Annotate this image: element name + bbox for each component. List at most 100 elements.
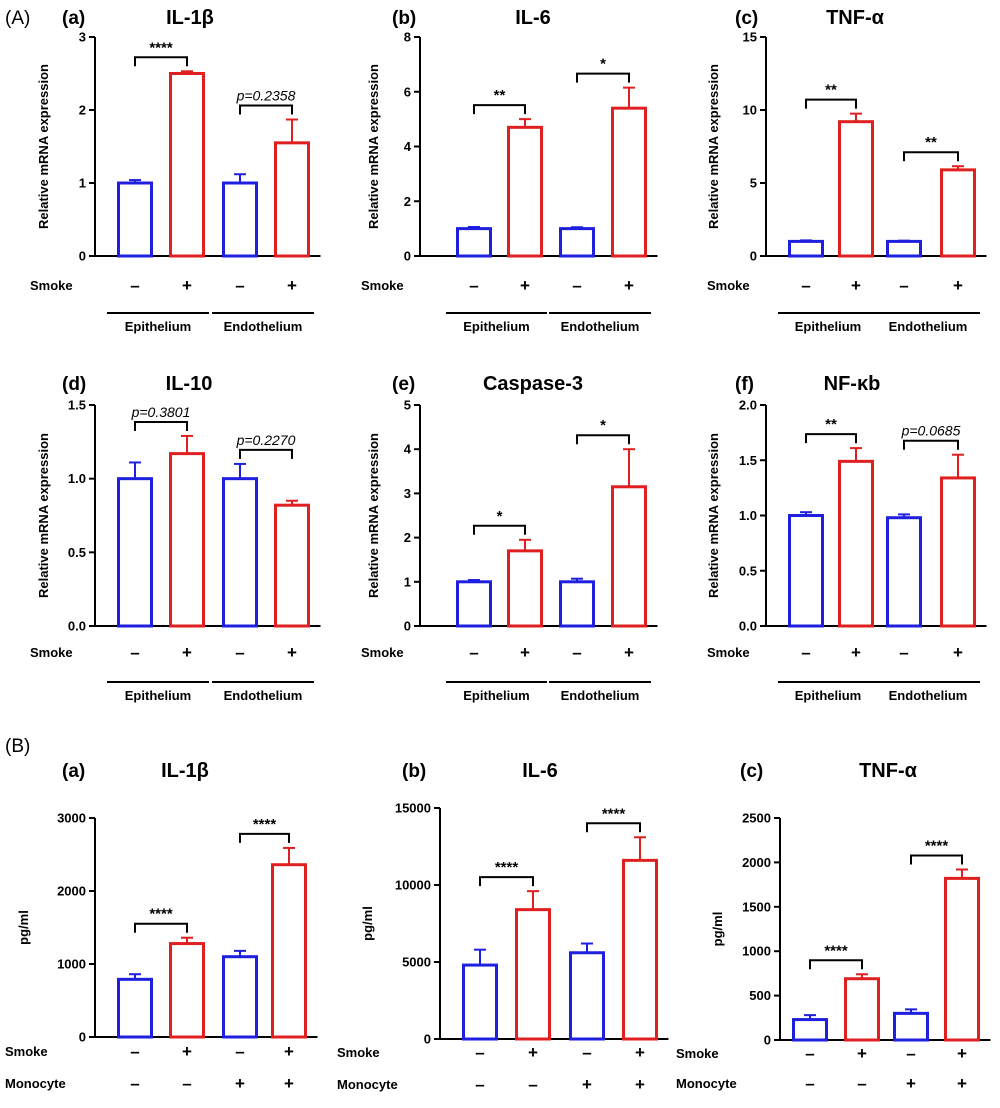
y-tick-label: 10000	[395, 878, 431, 893]
significance-bracket	[809, 959, 863, 970]
panel-letter: (f)	[735, 374, 754, 395]
bar	[559, 580, 595, 628]
significance-label: ****	[925, 838, 949, 855]
bar	[117, 477, 153, 628]
condition-sign: +	[635, 1075, 645, 1094]
condition-sign: –	[475, 1075, 484, 1094]
significance-label: **	[925, 134, 937, 151]
condition-sign: –	[475, 1043, 484, 1062]
row-label: Smoke	[337, 1045, 380, 1060]
significance-label: **	[825, 82, 837, 99]
y-axis-title: Relative mRNA expression	[36, 433, 51, 598]
bar	[456, 227, 492, 258]
condition-sign: +	[624, 643, 634, 662]
y-tick-label: 0	[79, 249, 86, 264]
condition-sign: –	[130, 643, 139, 662]
y-tick-label: 1.5	[68, 398, 86, 413]
condition-sign: +	[953, 643, 963, 662]
significance-bracket	[239, 832, 290, 843]
condition-sign: +	[284, 1074, 294, 1093]
bar	[169, 72, 205, 258]
condition-sign: +	[857, 1044, 867, 1063]
panel-B-a: (a) IL-1β pg/ml 0 1000 2000 3000 **** **** Smoke –…	[5, 760, 318, 1093]
bar	[886, 239, 922, 258]
y-tick-label: 1000	[742, 944, 771, 959]
bar	[844, 977, 880, 1042]
condition-sign: –	[899, 643, 908, 662]
significance-label: *	[600, 56, 606, 73]
condition-sign: –	[469, 643, 478, 662]
panel-title: IL-6	[515, 7, 551, 29]
row-label: Smoke	[707, 278, 750, 293]
panel-title: IL-1β	[166, 7, 214, 29]
bar	[274, 503, 310, 628]
y-tick-label: 0.0	[68, 619, 86, 634]
significance-label: ****	[149, 39, 173, 56]
y-axis-title: pg/ml	[16, 910, 31, 945]
condition-sign: –	[582, 1043, 591, 1062]
bar	[940, 476, 976, 628]
condition-sign: –	[805, 1074, 814, 1093]
y-tick-label: 3	[79, 30, 86, 45]
bar	[274, 141, 310, 258]
condition-sign: –	[906, 1044, 915, 1063]
y-tick-label: 5	[404, 398, 411, 413]
group-label: Epithelium	[463, 319, 529, 334]
condition-sign: +	[582, 1075, 592, 1094]
panel-A-a: (a) IL-1β Relative mRNA expression 0 1 2 3 ****…	[30, 7, 321, 334]
significance-bracket	[239, 448, 293, 459]
group-label: Epithelium	[125, 319, 191, 334]
y-tick-label: 6	[404, 84, 411, 99]
condition-sign: +	[182, 643, 192, 662]
panel-letter: (d)	[62, 374, 86, 395]
y-tick-label: 1000	[57, 957, 86, 972]
group-label: Endothelium	[561, 688, 640, 703]
y-tick-label: 3000	[57, 811, 86, 826]
p-value-label: p=0.0685	[901, 423, 961, 439]
bar	[222, 477, 258, 628]
panel-title: IL-1β	[161, 760, 209, 782]
row-label: Smoke	[361, 278, 404, 293]
bar	[569, 951, 605, 1041]
condition-sign: +	[953, 276, 963, 295]
significance-label: ****	[253, 816, 277, 833]
bar	[611, 485, 647, 628]
significance-bracket	[239, 104, 293, 115]
group-label: Endothelium	[889, 688, 968, 703]
row-label: Smoke	[361, 645, 404, 660]
panel-title: NF-κb	[824, 373, 881, 395]
y-tick-label: 2000	[742, 855, 771, 870]
condition-sign: +	[520, 643, 530, 662]
row-label: Smoke	[30, 645, 73, 660]
y-tick-label: 0.0	[739, 619, 757, 634]
bar	[886, 516, 922, 628]
bar	[611, 106, 647, 258]
y-tick-label: 15000	[395, 801, 431, 816]
panel-title: IL-10	[166, 373, 213, 395]
bar	[788, 514, 824, 628]
significance-bracket	[473, 524, 526, 535]
y-tick-label: 0	[79, 1030, 86, 1045]
condition-sign: –	[235, 276, 244, 295]
condition-sign: –	[801, 643, 810, 662]
section-a-label: (A)	[5, 8, 30, 29]
y-tick-label: 4	[404, 139, 412, 154]
bar	[117, 977, 153, 1039]
condition-sign: –	[805, 1044, 814, 1063]
y-tick-label: 2	[79, 103, 86, 118]
condition-sign: –	[857, 1074, 866, 1093]
p-value-label: p=0.2358	[236, 87, 296, 103]
panel-title: TNF-α	[826, 7, 885, 29]
y-tick-label: 15	[743, 30, 757, 45]
condition-sign: +	[851, 643, 861, 662]
condition-sign: –	[572, 276, 581, 295]
bar	[515, 908, 551, 1041]
panel-title: TNF-α	[859, 760, 918, 782]
panel-title: IL-6	[522, 760, 558, 782]
y-axis-title: Relative mRNA expression	[706, 433, 721, 598]
group-label: Endothelium	[224, 688, 303, 703]
panel-title: Caspase-3	[483, 373, 583, 395]
y-tick-label: 1.0	[68, 471, 86, 486]
condition-sign: –	[572, 643, 581, 662]
